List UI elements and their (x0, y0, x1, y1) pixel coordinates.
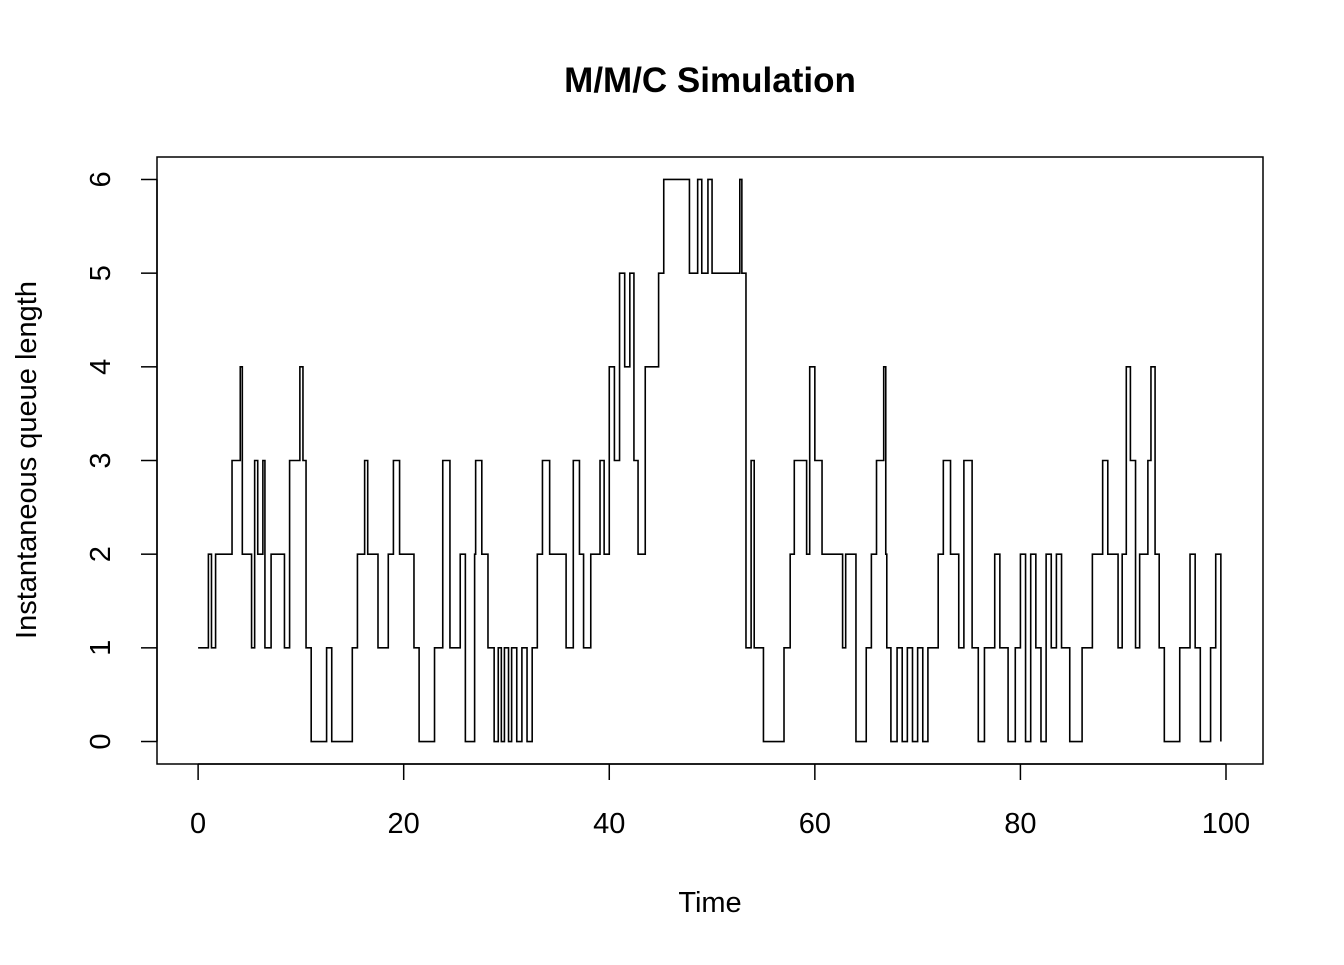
y-tick-label: 3 (85, 452, 117, 468)
plot-box (156, 156, 1264, 765)
y-tick-label: 0 (85, 733, 117, 749)
y-tick-label: 2 (85, 546, 117, 562)
x-tick-label: 100 (1202, 808, 1250, 840)
x-tick-label: 60 (799, 808, 831, 840)
x-axis-label: Time (678, 887, 741, 919)
x-tick-label: 0 (190, 808, 206, 840)
y-axis-label: Instantaneous queue length (11, 281, 43, 639)
x-tick-label: 80 (1004, 808, 1036, 840)
x-tick-label: 40 (593, 808, 625, 840)
x-tick-label: 20 (388, 808, 420, 840)
y-tick-label: 4 (85, 359, 117, 375)
y-tick-label: 5 (85, 265, 117, 281)
y-tick-label: 1 (85, 640, 117, 656)
y-tick-label: 6 (85, 171, 117, 187)
step-line (198, 178, 1222, 743)
chart-title: M/M/C Simulation (564, 61, 856, 100)
